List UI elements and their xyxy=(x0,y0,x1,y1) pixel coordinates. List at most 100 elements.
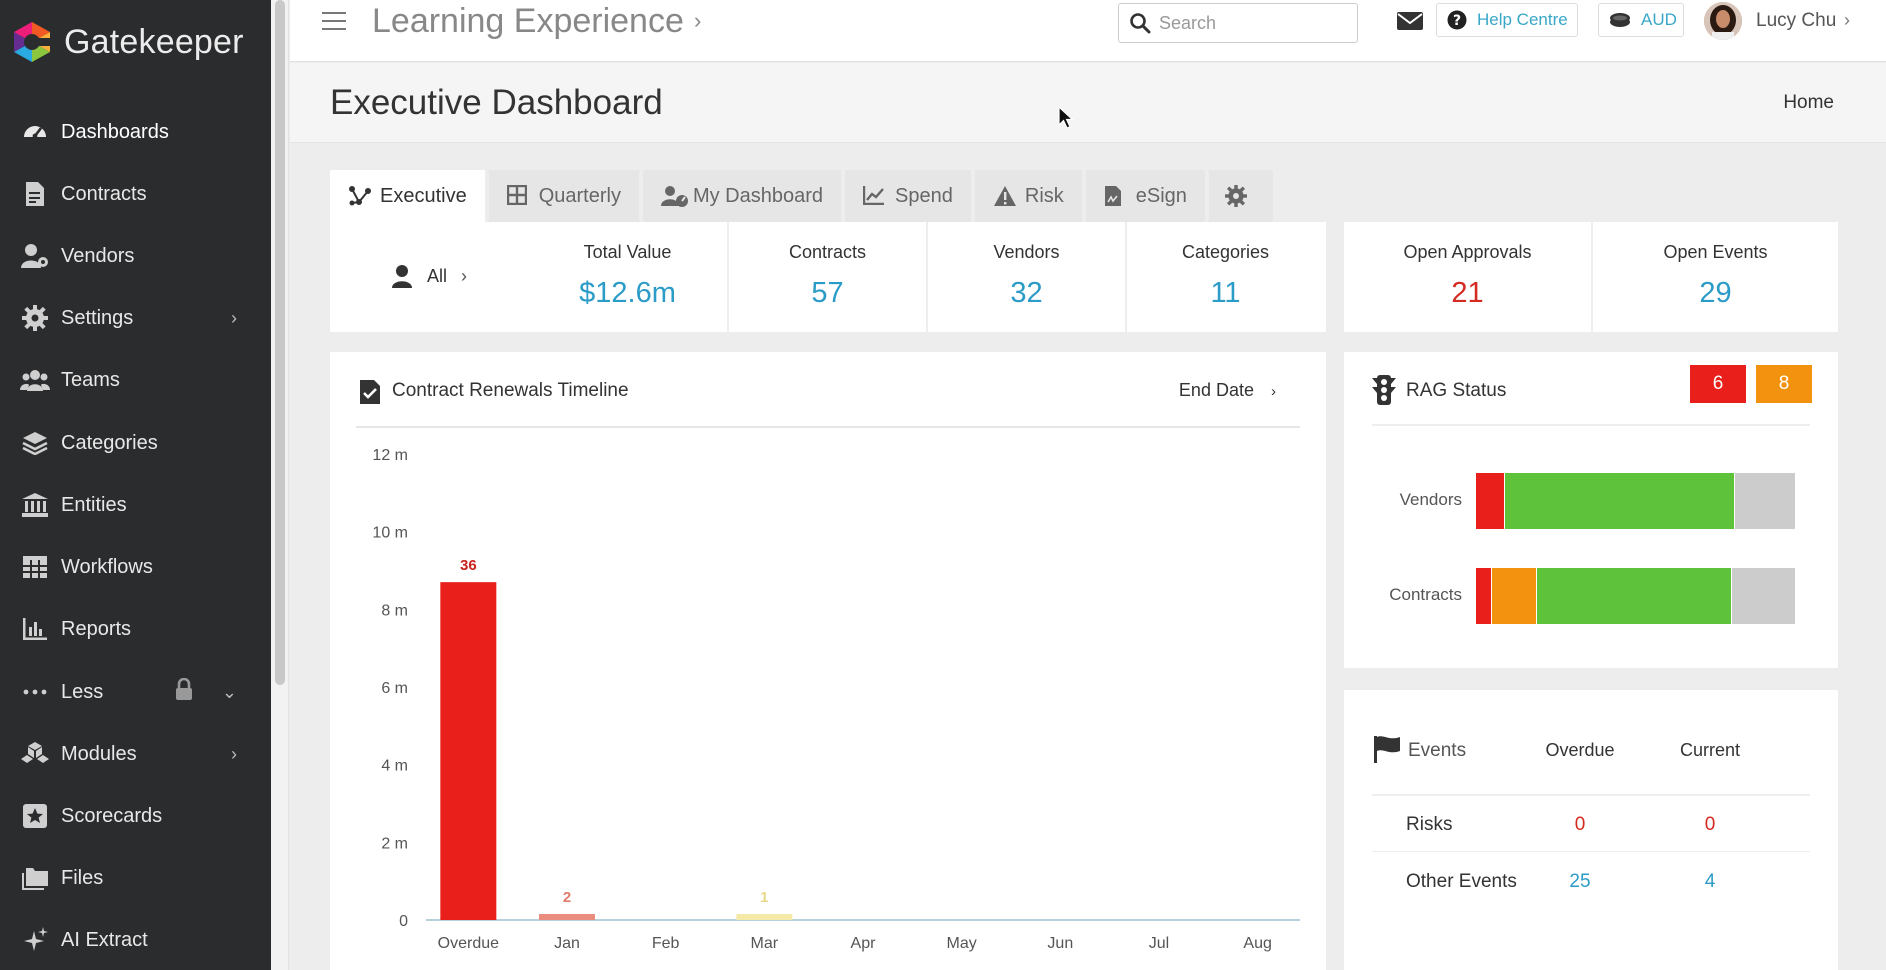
kpi-label: Contracts xyxy=(788,242,867,262)
rag-segment[interactable] xyxy=(1735,473,1796,529)
divider xyxy=(1372,851,1810,852)
x-tick-label: Jan xyxy=(554,935,580,952)
search-input[interactable] xyxy=(1159,12,1339,34)
events-row-risks-label[interactable]: Risks xyxy=(1406,814,1453,835)
tab-esign[interactable]: eSign xyxy=(1085,170,1205,222)
owner-filter[interactable]: All › xyxy=(330,222,528,332)
tab-label: eSign xyxy=(1135,184,1187,207)
chevron-right-icon: › xyxy=(461,265,467,286)
bar-count-label: 2 xyxy=(563,889,571,906)
contract-renewals-panel: Contract Renewals Timeline End Date › 0 2… xyxy=(330,352,1326,970)
divider xyxy=(1372,794,1810,796)
rag-segment[interactable] xyxy=(1492,568,1537,624)
rag-red-badge[interactable]: 6 xyxy=(1690,365,1746,403)
y-tick-label: 4 m xyxy=(381,758,408,775)
sidebar-item-workflows[interactable]: Workflows xyxy=(0,542,271,592)
hamburger-menu-icon[interactable] xyxy=(322,12,346,32)
sidebar-item-teams[interactable]: Teams xyxy=(0,355,271,405)
tab-label: Quarterly xyxy=(538,184,621,207)
user-portrait-icon xyxy=(1704,2,1742,40)
rag-segment[interactable] xyxy=(1476,568,1492,624)
risks-overdue-count[interactable]: 0 xyxy=(1574,814,1586,835)
risks-current-count[interactable]: 0 xyxy=(1704,814,1716,835)
currency-button[interactable]: AUD xyxy=(1598,3,1684,37)
search-box[interactable] xyxy=(1118,3,1358,43)
tab-executive[interactable]: Executive xyxy=(330,170,485,222)
breadcrumb-home[interactable]: Home xyxy=(1783,92,1834,113)
sidebar-item-label: Modules xyxy=(61,742,137,765)
sidebar-item-reports[interactable]: Reports xyxy=(0,604,271,654)
events-row-other-label[interactable]: Other Events xyxy=(1406,871,1517,892)
user-name[interactable]: Lucy Chu xyxy=(1756,10,1837,31)
tab-settings[interactable] xyxy=(1208,170,1273,222)
other-events-current-count[interactable]: 4 xyxy=(1704,871,1716,892)
kpi-value: $12.6m xyxy=(579,277,676,309)
rag-stacked-bar[interactable] xyxy=(1476,568,1796,624)
rag-stacked-bar[interactable] xyxy=(1476,473,1796,529)
dashboard-tabs: Executive Quarterly My Dashboard Spend Risk e… xyxy=(330,170,1277,222)
sidebar-item-files[interactable]: Files xyxy=(0,853,271,903)
x-tick-label: Feb xyxy=(652,935,680,952)
rag-segment[interactable] xyxy=(1731,568,1796,624)
sidebar-item-vendors[interactable]: Vendors xyxy=(0,231,271,281)
bar-jan[interactable] xyxy=(539,914,595,920)
sort-end-date-button[interactable]: End Date › xyxy=(1179,380,1276,401)
network-nodes-icon xyxy=(348,185,371,207)
gatekeeper-logo-icon xyxy=(14,22,50,62)
kpi-vendors[interactable]: Vendors 32 xyxy=(926,222,1125,332)
warning-icon xyxy=(993,185,1016,207)
help-centre-button[interactable]: ? Help Centre xyxy=(1436,3,1578,37)
kpi-categories[interactable]: Categories 11 xyxy=(1125,222,1324,332)
x-tick-label: Overdue xyxy=(438,935,499,952)
kpi-value: 32 xyxy=(1010,277,1043,309)
sidebar-scrollbar[interactable] xyxy=(271,0,289,970)
app-title[interactable]: Learning Experience xyxy=(372,2,684,40)
tab-risk[interactable]: Risk xyxy=(974,170,1082,222)
tab-my-dashboard[interactable]: My Dashboard xyxy=(642,170,842,222)
sidebar-item-entities[interactable]: Entities xyxy=(0,480,271,530)
x-tick-label: Aug xyxy=(1243,935,1271,952)
sidebar-item-scorecards[interactable]: Scorecards xyxy=(0,791,271,841)
chevron-right-icon: › xyxy=(1271,383,1276,400)
sparkles-icon xyxy=(20,925,50,955)
sidebar-item-label: Less xyxy=(61,680,104,703)
rag-segment[interactable] xyxy=(1536,568,1732,624)
sidebar-item-dashboards[interactable]: Dashboards xyxy=(0,107,271,157)
scrollbar-thumb[interactable] xyxy=(275,0,285,685)
sidebar-item-modules[interactable]: Modules › xyxy=(0,729,271,779)
lock-icon[interactable] xyxy=(175,677,193,706)
chevron-down-icon: ⌄ xyxy=(221,681,237,702)
avatar[interactable] xyxy=(1704,2,1742,40)
sidebar-item-categories[interactable]: Categories xyxy=(0,418,271,468)
rag-segment[interactable] xyxy=(1476,473,1505,529)
kpi-contracts[interactable]: Contracts 57 xyxy=(727,222,926,332)
sidebar-item-contracts[interactable]: Contracts xyxy=(0,169,271,219)
chevron-right-icon[interactable]: › xyxy=(694,8,702,33)
other-events-overdue-count[interactable]: 25 xyxy=(1569,871,1591,892)
kpi-label: Open Approvals xyxy=(1403,242,1532,262)
kpi-open-events[interactable]: Open Events 29 xyxy=(1591,222,1838,332)
chevron-right-icon[interactable]: › xyxy=(1844,10,1850,30)
bar-overdue[interactable] xyxy=(440,582,497,920)
sidebar-item-less[interactable]: Less ⌄ xyxy=(0,667,271,717)
rag-amber-badge[interactable]: 8 xyxy=(1756,365,1812,403)
sidebar-item-settings[interactable]: Settings › xyxy=(0,293,271,343)
brand-logo[interactable]: Gatekeeper xyxy=(10,16,244,68)
bar-mar[interactable] xyxy=(736,914,793,920)
kpi-total-value[interactable]: Total Value $12.6m xyxy=(528,222,727,332)
envelope-icon[interactable] xyxy=(1396,10,1424,32)
folders-icon xyxy=(20,863,50,893)
rag-segment[interactable] xyxy=(1504,473,1736,529)
dashboard-icon xyxy=(20,117,50,147)
tab-spend[interactable]: Spend xyxy=(845,170,971,222)
contract-file-icon xyxy=(20,179,50,209)
sidebar-item-label: Files xyxy=(61,866,104,889)
kpi-open-approvals[interactable]: Open Approvals 21 xyxy=(1344,222,1591,332)
mouse-cursor-icon xyxy=(1058,106,1074,129)
sidebar-item-label: Contracts xyxy=(61,182,147,205)
x-tick-label: Mar xyxy=(751,935,779,952)
currency-label: AUD xyxy=(1641,10,1677,29)
tab-quarterly[interactable]: Quarterly xyxy=(488,170,639,222)
kpi-value: 11 xyxy=(1210,277,1241,309)
sidebar-item-ai-extract[interactable]: AI Extract xyxy=(0,915,271,965)
